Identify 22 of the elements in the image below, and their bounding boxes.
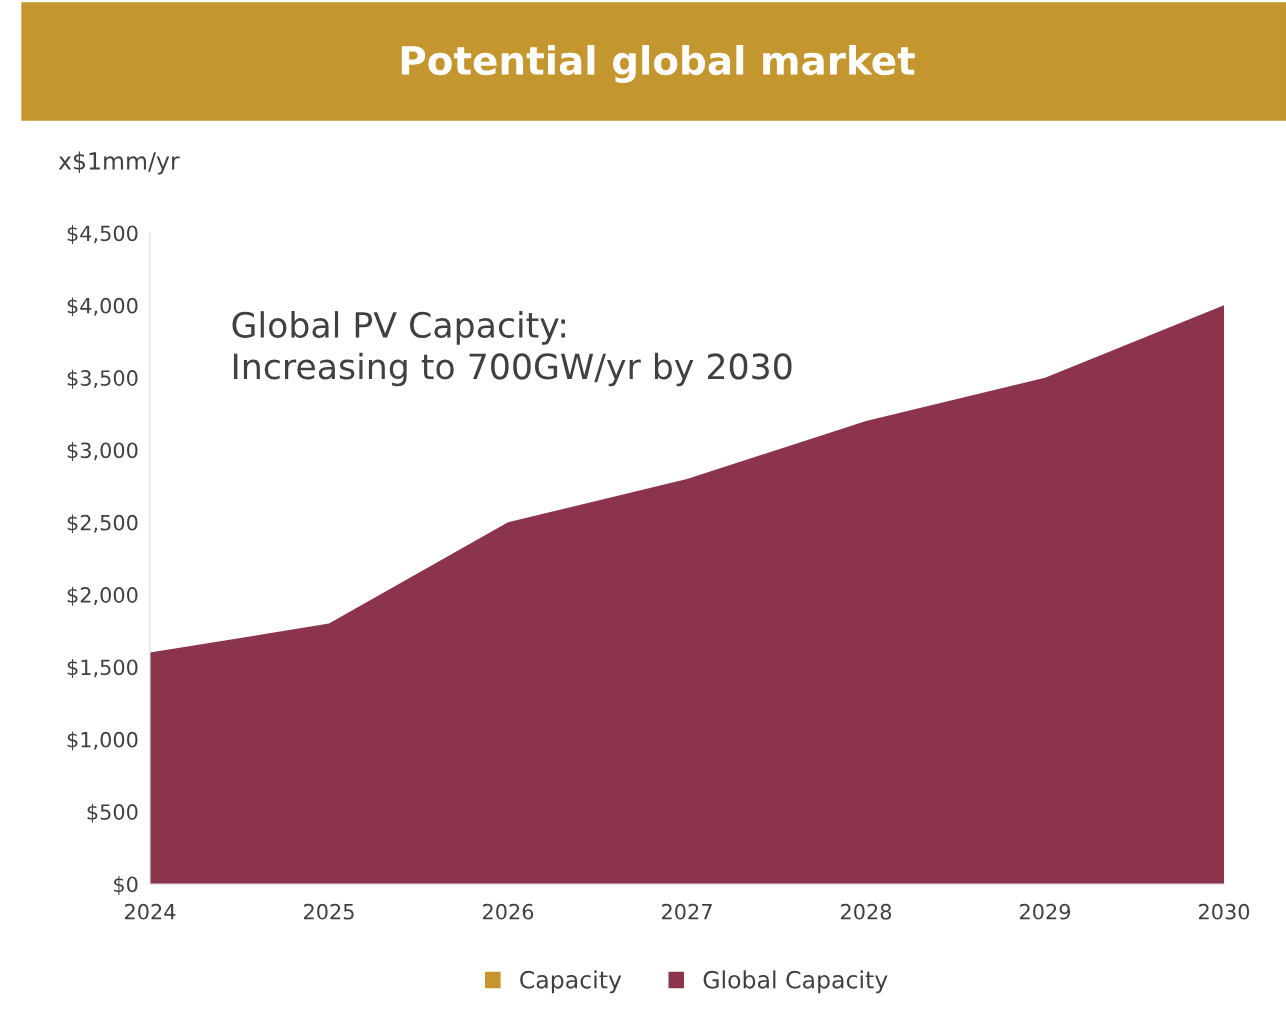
y-tick-label: $1,500 xyxy=(67,659,138,678)
x-tick-label: 2029 xyxy=(1020,903,1071,920)
annotation: Global PV Capacity: Increasing to 700GW/yr by 2030 xyxy=(232,311,792,387)
y-tick-label: $3,000 xyxy=(67,442,138,461)
x-tick-label: 2026 xyxy=(483,903,534,920)
y-tick-label: $2,000 xyxy=(67,586,138,606)
legend-label: Capacity xyxy=(520,970,622,994)
x-tick-label: 2030 xyxy=(1199,903,1250,920)
chart-title: Potential global market xyxy=(401,45,915,83)
y-tick-label: $1,000 xyxy=(67,731,138,751)
x-tick-label: 2024 xyxy=(125,903,176,920)
y-axis-title: x$1mm/yr xyxy=(58,151,180,175)
y-tick-label: $500 xyxy=(87,803,138,823)
x-tick-label: 2025 xyxy=(304,903,354,920)
y-tick-label: $2,500 xyxy=(67,514,138,534)
y-tick-label: $0 xyxy=(114,876,138,895)
y-tick-label: $3,500 xyxy=(67,369,138,389)
x-tick-label: 2028 xyxy=(841,903,892,920)
y-tick-label: $4,000 xyxy=(67,297,138,317)
legend-label: Global Capacity xyxy=(703,970,888,994)
x-tick-label: 2027 xyxy=(662,903,712,920)
y-tick-label: $4,500 xyxy=(67,225,138,244)
